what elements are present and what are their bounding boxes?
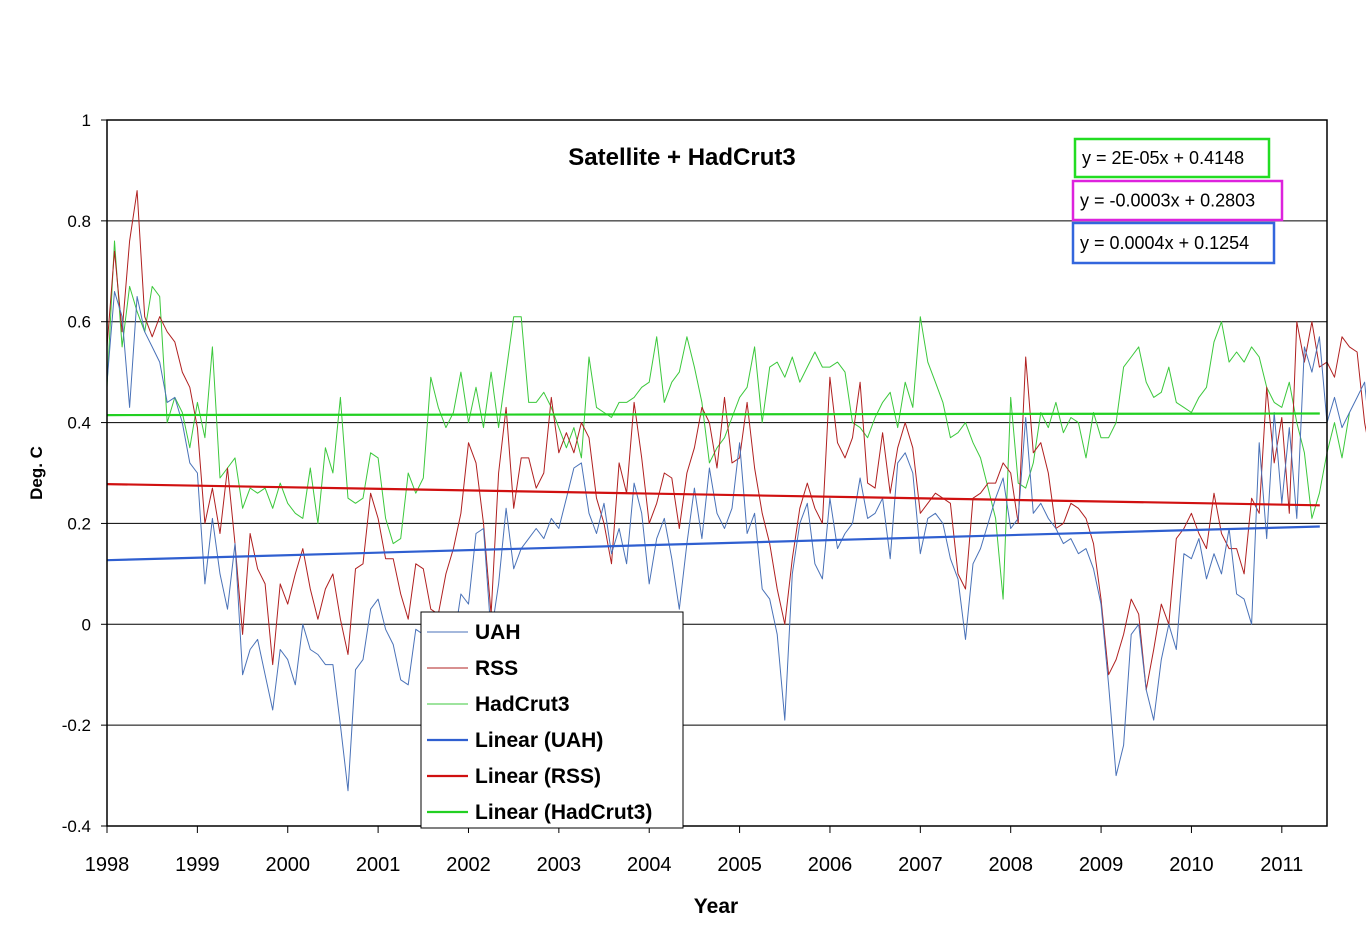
legend: UAH RSS HadCrut3 Linear (UAH) Linear (RSS) Li… <box>420 611 684 829</box>
plot-area-border <box>106 119 1328 827</box>
x-tick-label: 2003 <box>537 854 582 876</box>
x-tick-label: 2004 <box>627 854 672 876</box>
y-axis-ticks: 1 0.8 0.6 0.4 0.2 0 -0.2 -0.4 <box>62 111 107 836</box>
x-axis-title: Year <box>694 895 738 918</box>
legend-items: UAH RSS HadCrut3 Linear (UAH) Linear (RSS) Li… <box>427 621 652 824</box>
series-line-rss <box>106 190 1366 691</box>
y-tick-label: 0 <box>82 615 91 634</box>
x-tick-label: 2005 <box>717 854 762 876</box>
series-line-uah <box>106 291 1366 792</box>
legend-label: UAH <box>475 621 521 644</box>
series-line-linear-hadcrut3 <box>106 412 1320 417</box>
x-tick-label: 2009 <box>1079 854 1124 876</box>
x-axis-ticks: 1998 1999 2000 2001 2002 2003 2004 2005 2006 2007… <box>85 826 1303 876</box>
equation-text: y = 2E-05x + 0.4148 <box>1082 148 1244 168</box>
series-line-linear-rss <box>106 483 1320 507</box>
y-tick-label: 0.6 <box>67 313 91 332</box>
equation-box <box>1071 179 1284 222</box>
x-tick-label: 2002 <box>446 854 491 876</box>
trendline-equations: y = 2E-05x + 0.4148 y = -0.0003x + 0.2803… <box>1071 137 1284 265</box>
x-tick-label: 2001 <box>356 854 401 876</box>
y-tick-label: 0.4 <box>67 414 91 433</box>
x-tick-label: 1998 <box>85 854 130 876</box>
y-tick-label: 0.8 <box>67 212 91 231</box>
legend-label: HadCrut3 <box>475 693 570 716</box>
x-tick-label: 2000 <box>265 854 310 876</box>
x-tick-label: 1999 <box>175 854 220 876</box>
legend-label: RSS <box>475 657 518 680</box>
legend-label: Linear (UAH) <box>475 729 603 752</box>
equation-text: y = 0.0004x + 0.1254 <box>1080 233 1249 253</box>
x-tick-label: 2010 <box>1169 854 1214 876</box>
y-tick-label: 1 <box>82 111 91 130</box>
series-layer <box>106 190 1366 792</box>
series-line-linear-uah <box>106 525 1320 562</box>
legend-label: Linear (HadCrut3) <box>475 801 652 824</box>
legend-label: Linear (RSS) <box>475 765 601 788</box>
equation-text: y = -0.0003x + 0.2803 <box>1080 191 1255 211</box>
legend-box <box>420 611 684 829</box>
x-tick-label: 2007 <box>898 854 943 876</box>
grid-lines <box>107 220 1327 726</box>
y-axis-title: Deg. C <box>27 446 46 500</box>
chart-title: Satellite + HadCrut3 <box>568 144 795 171</box>
equation-box <box>1071 221 1276 265</box>
y-tick-label: -0.2 <box>62 716 91 735</box>
y-tick-label: -0.4 <box>62 817 91 836</box>
x-tick-label: 2006 <box>808 854 853 876</box>
equation-box <box>1073 137 1271 179</box>
x-tick-label: 2011 <box>1260 854 1303 876</box>
x-tick-label: 2008 <box>988 854 1033 876</box>
y-tick-label: 0.2 <box>67 514 91 533</box>
